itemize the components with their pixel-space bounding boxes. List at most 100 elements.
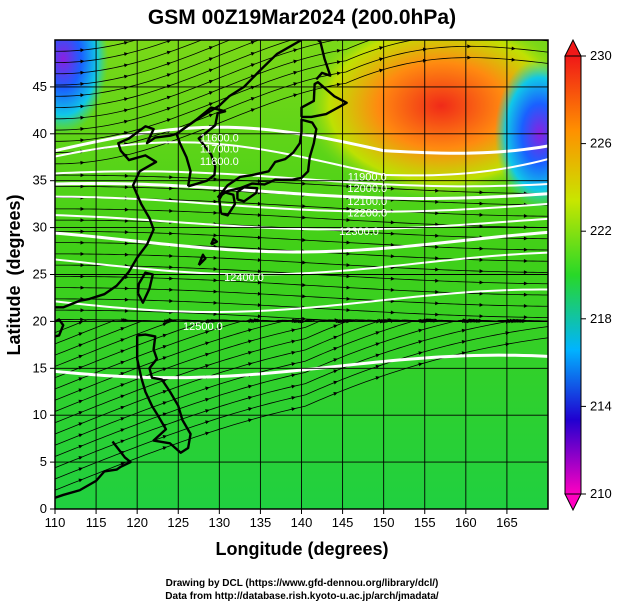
streamline-arrow xyxy=(80,59,85,64)
streamline-arrow xyxy=(302,181,307,186)
streamline-arrow xyxy=(333,369,338,374)
streamline-arrow xyxy=(162,344,168,349)
colorbar-tick-label: 226 xyxy=(590,136,612,151)
y-tick-label: 10 xyxy=(33,407,47,422)
streamline-arrow xyxy=(80,104,85,109)
streamline-arrow xyxy=(250,97,256,101)
streamline-arrow xyxy=(80,252,85,256)
streamline-arrow xyxy=(213,300,218,305)
streamline-arrow xyxy=(80,70,85,75)
streamline-arrow xyxy=(124,185,129,190)
streamline-arrow xyxy=(124,173,129,178)
y-tick-label: 5 xyxy=(40,454,47,469)
streamline-arrow xyxy=(124,252,129,257)
coastline xyxy=(175,106,227,188)
colorbar-tick-label: 210 xyxy=(590,486,612,501)
streamline-arrow xyxy=(169,265,174,270)
streamline xyxy=(55,40,372,131)
streamline-arrow xyxy=(511,57,516,62)
streamline-arrow xyxy=(123,63,129,68)
streamline-arrow xyxy=(120,405,125,410)
streamline-arrow xyxy=(169,186,174,191)
streamline-arrow xyxy=(78,433,83,438)
credit-line-1: Drawing by DCL (https://www.gfd-dennou.o… xyxy=(166,578,439,589)
streamline-arrow xyxy=(390,287,395,292)
streamline-arrow xyxy=(479,246,484,251)
coastline xyxy=(55,40,303,309)
streamline-arrow xyxy=(124,308,129,313)
streamline-arrow xyxy=(123,119,129,124)
streamline-arrow xyxy=(205,330,210,335)
streamline-arrow xyxy=(435,301,440,306)
streamline-arrow xyxy=(435,200,440,204)
streamline-arrow xyxy=(418,340,423,344)
streamline-arrow xyxy=(291,407,296,412)
streamline-arrow xyxy=(479,190,484,195)
streamline-arrow xyxy=(379,35,383,39)
streamline-arrow xyxy=(162,322,168,327)
streamline-arrow xyxy=(124,218,129,223)
streamline-arrow xyxy=(291,362,296,367)
streamline-arrow xyxy=(248,339,253,344)
streamline-arrow xyxy=(346,206,351,211)
streamline-arrow xyxy=(467,44,472,49)
streamline-arrow xyxy=(248,362,253,366)
streamline-arrow xyxy=(120,372,125,376)
streamline-arrow xyxy=(209,35,213,39)
streamlines xyxy=(55,35,548,491)
streamline-arrow xyxy=(333,324,338,329)
streamline-arrow xyxy=(302,316,307,321)
streamline-arrow xyxy=(162,435,168,439)
colorbar: 210 214 218 222 226 230 xyxy=(564,38,612,512)
colorbar-tick-label: 214 xyxy=(590,398,612,413)
streamline-arrow xyxy=(390,231,395,236)
contour-label: 12000.0 xyxy=(347,183,387,195)
colorbar-fill xyxy=(564,55,582,495)
streamline-arrow xyxy=(257,280,262,285)
colorbar-bottom-arrow xyxy=(564,493,582,512)
streamline-arrow xyxy=(291,339,296,344)
streamline-arrow xyxy=(346,274,351,279)
y-tick-label: 40 xyxy=(33,126,47,141)
streamline-arrow xyxy=(80,218,85,223)
streamline-arrow xyxy=(80,173,85,178)
streamline-arrow xyxy=(80,115,85,120)
streamline-arrow xyxy=(250,40,256,45)
streamline-arrow xyxy=(120,338,125,342)
streamline-arrow xyxy=(435,278,440,283)
streamline-arrow xyxy=(523,213,528,218)
streamline-arrow xyxy=(213,278,218,283)
streamline-arrow xyxy=(169,287,174,292)
x-tick-label: 140 xyxy=(291,515,313,530)
streamline-arrow xyxy=(120,327,125,331)
contour-label: 11600.0 xyxy=(200,132,239,144)
streamline-arrow xyxy=(80,229,85,234)
streamline-arrow xyxy=(479,314,484,319)
streamline-arrow xyxy=(78,467,83,472)
y-tick-label: 25 xyxy=(33,267,47,282)
streamline-arrow xyxy=(162,390,168,394)
streamline-arrow xyxy=(346,285,351,290)
streamline-arrow xyxy=(162,401,168,405)
x-tick-label: 120 xyxy=(126,515,148,530)
streamline-arrow xyxy=(78,411,83,415)
streamline-arrow xyxy=(205,341,210,346)
streamline-arrow xyxy=(120,439,125,444)
y-tick-label: 30 xyxy=(33,220,47,235)
streamline-arrow xyxy=(80,263,85,268)
streamline-arrow xyxy=(162,446,168,451)
streamline-arrow xyxy=(257,201,262,206)
y-axis-ticks: 0 5 10 15 20 25 30 35 40 45 xyxy=(33,79,55,516)
streamline-arrow xyxy=(346,184,351,189)
streamline-arrow xyxy=(379,57,384,62)
colorbar-ticks: 210 214 218 222 226 230 xyxy=(581,48,612,501)
streamline-arrow xyxy=(123,108,129,113)
streamline-arrow xyxy=(333,358,338,362)
streamline-arrow xyxy=(291,373,296,378)
streamline-arrow xyxy=(248,395,253,400)
streamline-arrow xyxy=(169,175,174,180)
streamline-arrow xyxy=(78,388,83,393)
streamline-arrow xyxy=(302,294,307,299)
streamline-arrow xyxy=(248,407,253,411)
streamline-arrow xyxy=(213,267,218,272)
